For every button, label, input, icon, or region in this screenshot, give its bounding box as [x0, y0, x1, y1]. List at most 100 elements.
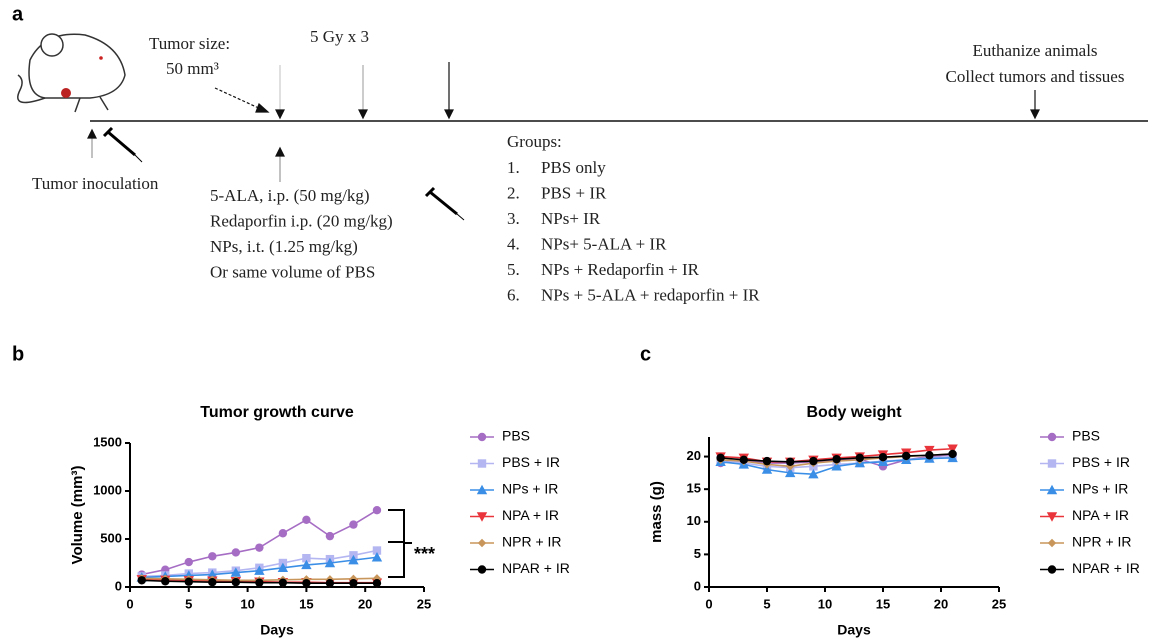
- legend-marker: [1046, 484, 1058, 495]
- marker: [325, 531, 335, 541]
- annotation: ***: [414, 544, 435, 564]
- marker: [372, 578, 382, 588]
- marker: [207, 569, 218, 579]
- group-label: NPs + 5-ALA + redaporfin + IR: [541, 285, 760, 304]
- y-tick-label: 5: [694, 546, 701, 561]
- marker: [948, 449, 957, 459]
- legend-label: NPs + IR: [1072, 481, 1128, 497]
- marker: [255, 578, 264, 587]
- x-tick-label: 25: [992, 596, 1006, 611]
- legend-marker: [477, 459, 487, 468]
- legend-marker: [1046, 512, 1058, 522]
- marker: [231, 548, 241, 557]
- tumor-size-value: 50 mm³: [166, 59, 219, 78]
- x-tick-label: 0: [705, 596, 712, 611]
- y-tick-label: 10: [687, 513, 701, 528]
- marker: [372, 546, 382, 555]
- panel-a: a Tumor size: 50 mm³ 5 Gy x 3 Euthanize: [12, 3, 1148, 304]
- marker: [208, 552, 217, 561]
- y-tick-label: 0: [115, 578, 122, 593]
- legend-label: NPAR + IR: [1072, 560, 1140, 576]
- legend-label: NPA + IR: [502, 507, 559, 523]
- marker: [278, 529, 288, 538]
- legend-marker: [1047, 538, 1057, 548]
- marker: [278, 578, 288, 587]
- x-axis-label: Days: [837, 622, 871, 638]
- legend-label: PBS + IR: [502, 454, 560, 470]
- marker: [808, 468, 819, 479]
- marker: [878, 453, 888, 462]
- x-axis-label: Days: [260, 622, 294, 638]
- x-tick-label: 10: [818, 596, 832, 611]
- group-number: 2.: [507, 183, 520, 202]
- marker: [255, 543, 264, 552]
- legend-label: NPs + IR: [502, 481, 558, 497]
- x-tick-label: 20: [358, 596, 372, 611]
- x-tick-label: 15: [299, 596, 313, 611]
- treatment: Redaporfin i.p. (20 mg/kg): [210, 211, 393, 230]
- marker: [832, 454, 841, 464]
- x-tick-label: 0: [126, 596, 133, 611]
- marker: [761, 464, 773, 474]
- marker: [855, 453, 864, 463]
- marker: [277, 562, 289, 572]
- marker: [785, 467, 796, 478]
- arrows: [87, 62, 1040, 182]
- treatment: Or same volume of PBS: [210, 262, 375, 281]
- legend-label: NPR + IR: [1072, 534, 1132, 550]
- legend-marker: [1047, 459, 1057, 468]
- groups-title: Groups:: [507, 132, 562, 151]
- group-label: PBS only: [541, 158, 606, 177]
- treatment: NPs, i.t. (1.25 mg/kg): [210, 237, 358, 256]
- marker: [786, 457, 795, 466]
- legend-label: NPA + IR: [1072, 507, 1129, 523]
- marker: [716, 453, 725, 463]
- legend-label: PBS: [1072, 428, 1100, 444]
- end-note: Collect tumors and tissues: [946, 67, 1125, 86]
- chart-title: Tumor growth curve: [200, 404, 354, 421]
- syringe-icon: [102, 126, 465, 221]
- marker: [231, 578, 241, 587]
- marker: [762, 456, 772, 466]
- y-tick-label: 1500: [93, 434, 122, 449]
- chart: b Tumor growth curve 0 500 1000 1500 0 5 10 15 20 2…: [12, 343, 570, 637]
- x-tick-label: 20: [934, 596, 948, 611]
- legend-marker: [477, 538, 487, 548]
- mouse-icon: [17, 33, 126, 113]
- group-number: 5.: [507, 260, 520, 279]
- group-label: PBS + IR: [541, 183, 607, 202]
- y-tick-label: 20: [687, 448, 701, 463]
- marker: [161, 577, 170, 586]
- marker: [184, 557, 193, 567]
- x-tick-label: 15: [876, 596, 890, 611]
- tumor-size: Tumor size:: [149, 34, 230, 53]
- y-tick-label: 500: [100, 530, 122, 545]
- end-note: Euthanize animals: [972, 41, 1097, 60]
- lists: 5-ALA, i.p. (50 mg/kg) Redaporfin i.p. (2…: [210, 158, 760, 305]
- marker: [325, 578, 335, 588]
- x-tick-label: 5: [185, 596, 192, 611]
- marker: [137, 576, 146, 585]
- marker: [924, 445, 935, 456]
- legend-marker: [476, 512, 488, 522]
- marker: [302, 554, 311, 563]
- marker: [372, 506, 382, 515]
- panel-label: b: [12, 343, 24, 365]
- chart-title: Body weight: [806, 404, 902, 421]
- group-label: NPs + Redaporfin + IR: [541, 260, 700, 279]
- panel-label: c: [640, 343, 651, 365]
- marker: [902, 451, 911, 461]
- group-number: 3.: [507, 209, 520, 228]
- x-tick-label: 25: [417, 596, 431, 611]
- legend-marker: [476, 484, 488, 495]
- group-number: 1.: [507, 158, 520, 177]
- marker: [947, 444, 958, 454]
- significance-bracket: [388, 509, 412, 578]
- marker: [786, 462, 795, 471]
- marker: [254, 565, 265, 575]
- legend-label: PBS: [502, 428, 530, 444]
- y-axis-label: mass (g): [648, 481, 665, 543]
- legend-marker: [1047, 432, 1057, 442]
- marker: [302, 578, 311, 588]
